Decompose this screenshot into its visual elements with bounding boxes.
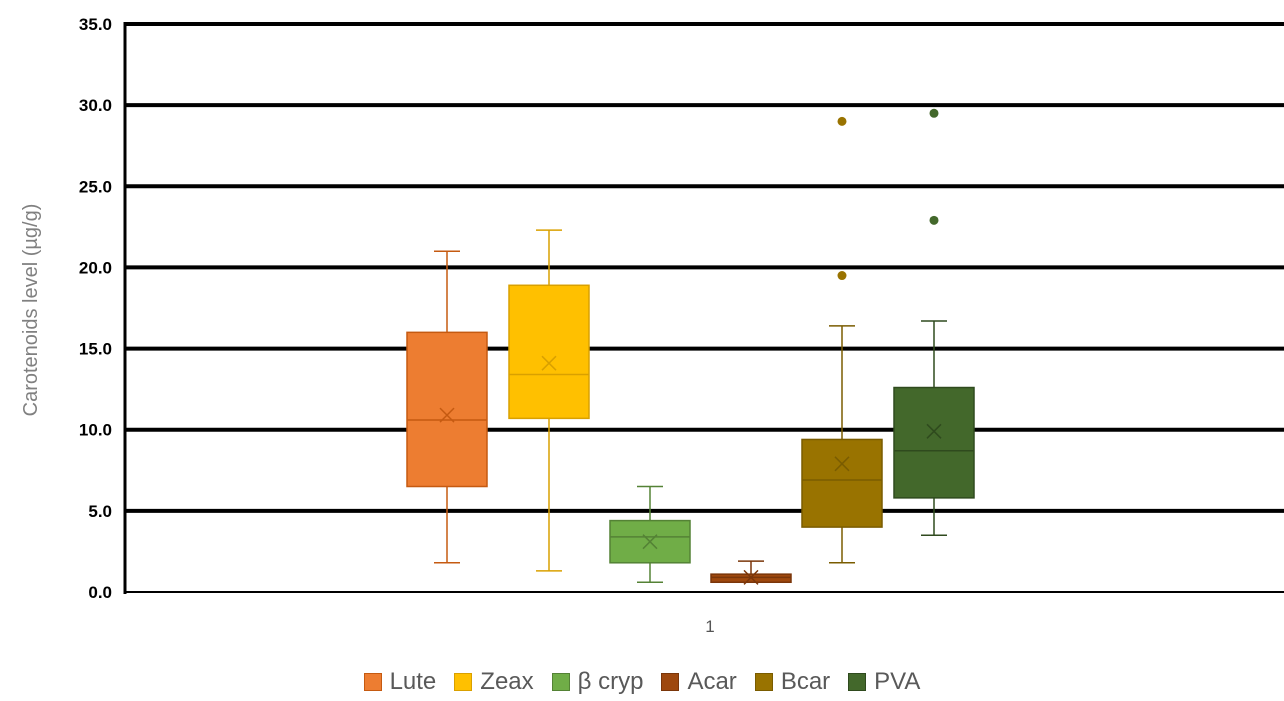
- box-bcar: [801, 116, 883, 564]
- y-tick-label: 5.0: [88, 502, 112, 521]
- x-tick-label: 1: [705, 617, 714, 636]
- mean-marker: [439, 407, 455, 423]
- box-series: [406, 108, 975, 585]
- iqr-box: [508, 284, 590, 420]
- y-axis-label: Carotenoids level (µg/g): [20, 204, 42, 417]
- iqr-box: [801, 438, 883, 528]
- box-zeax: [508, 229, 590, 572]
- legend-label: Bcar: [780, 668, 831, 695]
- y-tick-label: 20.0: [79, 258, 112, 277]
- iqr-box: [893, 386, 975, 499]
- legend-label: Lute: [389, 668, 437, 695]
- boxplot-chart: 0.0 5.0 10.0 15.0 20.0 25.0 30.0 35.0 Carotenoi…: [20, 15, 1284, 636]
- legend-item: Acar: [661, 668, 737, 696]
- box-lute: [406, 250, 488, 564]
- y-tick-label: 0.0: [88, 583, 112, 602]
- legend-label: PVA: [874, 668, 921, 695]
- legend-swatch: [551, 673, 570, 691]
- legend-swatch: [848, 673, 867, 691]
- legend: Lute Zeax β cryp Acar Bcar PVA: [0, 668, 1284, 696]
- legend-label: Zeax: [480, 668, 534, 695]
- legend-item: β cryp: [551, 668, 644, 696]
- mean-marker: [541, 355, 557, 371]
- legend-label: Acar: [687, 668, 737, 695]
- y-tick-label: 35.0: [79, 15, 112, 34]
- iqr-box: [406, 331, 488, 488]
- legend-swatch: [363, 673, 382, 691]
- mean-marker: [642, 534, 658, 550]
- box-acar: [710, 560, 792, 585]
- legend-item: PVA: [848, 668, 920, 696]
- gridlines: [125, 22, 1284, 513]
- outlier-point: [837, 271, 847, 281]
- axes: [123, 22, 1284, 594]
- legend-swatch: [754, 673, 773, 691]
- box-pva: [893, 108, 975, 536]
- legend-item: Lute: [363, 668, 437, 696]
- box-β-cryp: [609, 485, 691, 584]
- y-tick-label: 10.0: [79, 421, 112, 440]
- legend-item: Zeax: [454, 668, 534, 696]
- outlier-point: [837, 116, 847, 126]
- y-tick-label: 15.0: [79, 340, 112, 359]
- outlier-point: [929, 108, 939, 118]
- y-tick-labels: 0.0 5.0 10.0 15.0 20.0 25.0 30.0 35.0: [79, 15, 112, 602]
- legend-swatch: [661, 673, 680, 691]
- mean-marker: [743, 569, 759, 585]
- y-tick-label: 25.0: [79, 177, 112, 196]
- legend-item: Bcar: [754, 668, 831, 696]
- mean-marker: [834, 456, 850, 472]
- mean-marker: [926, 423, 942, 439]
- legend-swatch: [454, 673, 473, 691]
- outlier-point: [929, 215, 939, 225]
- legend-label: β cryp: [577, 668, 644, 695]
- y-tick-label: 30.0: [79, 96, 112, 115]
